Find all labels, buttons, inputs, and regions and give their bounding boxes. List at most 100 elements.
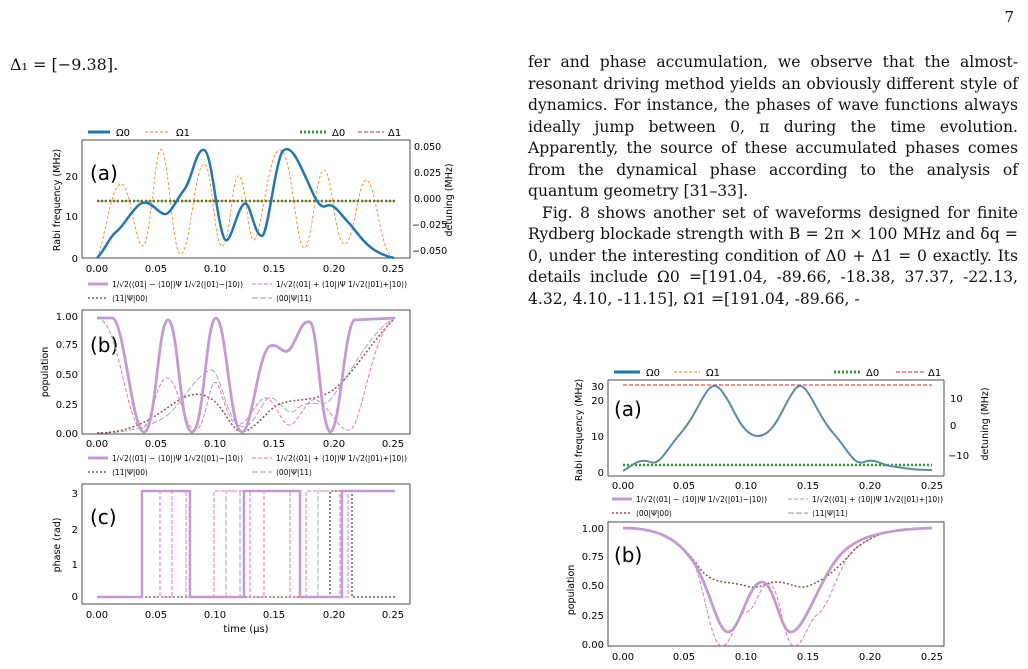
fig8-legend-states-a: 1/√2(⟨01| − ⟨10|)Ψ 1/√2(|01⟩−|10⟩) 1/√2(… xyxy=(612,495,943,518)
fig8-b-ytick: 1.00 xyxy=(582,524,604,535)
fig7-c-xtick: 0.20 xyxy=(323,610,345,621)
fig8-legend-state: ⟨11|Ψ|11⟩ xyxy=(812,509,848,518)
fig7-a-xtick: 0.05 xyxy=(145,264,167,275)
fig8-legend-state: ⟨00|Ψ|00⟩ xyxy=(636,509,672,518)
fig7-legend-state: 1/√2(⟨01| − ⟨10|)Ψ 1/√2(|01⟩−|10⟩) xyxy=(112,280,243,289)
fig7-b-xtick: 0.00 xyxy=(86,439,108,450)
fig7-a-xtick: 0.25 xyxy=(382,264,404,275)
fig7-legend-state: 1/√2(⟨01| + ⟨10|)Ψ 1/√2(|01⟩+|10⟩) xyxy=(276,454,407,463)
fig7-a-label: (a) xyxy=(90,161,118,185)
fig8-legend-omega0: Ω0 xyxy=(646,368,660,379)
fig7-b-grey-curve xyxy=(96,317,396,434)
fig7-c-ytick: 1 xyxy=(72,560,78,571)
fig8-a-ytick: 0 xyxy=(598,468,604,479)
fig7-legend-top: Ω0 Ω1 Δ0 Δ1 xyxy=(88,128,401,139)
fig7-legend-states-a: 1/√2(⟨01| − ⟨10|)Ψ 1/√2(|01⟩−|10⟩) 1/√2(… xyxy=(88,280,407,303)
fig7-panel-c: (c) phase (rad) 0 1 2 3 0.00 0.05 0.10 0… xyxy=(52,483,411,635)
fig7-b-ytick: 0.75 xyxy=(56,340,78,351)
fig8-b-xtick: 0.25 xyxy=(921,652,943,663)
fig7-a-y2tick: −0.025 xyxy=(412,220,447,231)
fig7-a-y2tick: 0.025 xyxy=(414,168,441,179)
fig8-b-ytick: 0.50 xyxy=(582,581,604,592)
fig8-legend-state: 1/√2(⟨01| − ⟨10|)Ψ 1/√2(|01⟩−|10⟩) xyxy=(636,495,767,504)
fig8-a-xtick: 0.15 xyxy=(797,481,819,492)
fig7-legend-omega0: Ω0 xyxy=(116,128,130,139)
fig8-a-y2tick: −10 xyxy=(948,451,969,462)
fig8-legend-top: Ω0 Ω1 Δ0 Δ1 xyxy=(614,368,941,379)
fig8-legend-delta1: Δ1 xyxy=(928,368,941,379)
fig7-c-label: (c) xyxy=(90,505,117,529)
fig8-legend-omega1: Ω1 xyxy=(706,368,720,379)
fig8-b-xtick: 0.15 xyxy=(797,652,819,663)
fig7-legend-state: ⟨11|Ψ|00⟩ xyxy=(112,294,148,303)
fig8-a-xtick: 0.10 xyxy=(735,481,757,492)
fig7-a-xtick: 0.20 xyxy=(323,264,345,275)
fig7-legend-states-b: 1/√2(⟨01| − ⟨10|)Ψ 1/√2(|01⟩−|10⟩) 1/√2(… xyxy=(88,454,407,477)
fig7-b-xtick: 0.10 xyxy=(204,439,226,450)
fig8-a-y2label: detuning (MHz) xyxy=(980,387,991,460)
fig8-b-label: (b) xyxy=(614,543,642,567)
fig7-c-ytick: 3 xyxy=(72,489,78,500)
fig7-c-xtick: 0.15 xyxy=(263,610,285,621)
equation-delta1: Δ₁ = [−9.38]. xyxy=(10,55,119,74)
fig7-a-ytick: 10 xyxy=(65,212,78,223)
fig8-legend-state: 1/√2(⟨01| + ⟨10|)Ψ 1/√2(|01⟩+|10⟩) xyxy=(812,495,943,504)
fig7-legend-delta0: Δ0 xyxy=(332,128,345,139)
fig7-b-xtick: 0.15 xyxy=(263,439,285,450)
paragraph-2: Fig. 8 shows another set of waveforms de… xyxy=(528,203,1018,308)
fig8-a-ytick: 10 xyxy=(591,432,604,443)
fig7-c-xtick: 0.05 xyxy=(145,610,167,621)
fig7-b-xtick: 0.20 xyxy=(323,439,345,450)
fig8-panel-b: (b) population 0.00 0.25 0.50 0.75 1.00 … xyxy=(566,521,945,663)
fig8-legend-delta0: Δ0 xyxy=(866,368,879,379)
fig7-a-ytick: 0 xyxy=(72,254,78,265)
fig8-a-xtick: 0.00 xyxy=(612,481,634,492)
fig8-b-xtick: 0.00 xyxy=(612,652,634,663)
fig7-c-xtick: 0.00 xyxy=(86,610,108,621)
fig7-a-y2label: detuning (MHz) xyxy=(444,163,455,236)
fig8-a-xtick: 0.05 xyxy=(673,481,695,492)
fig7-c-grey-curve xyxy=(97,490,395,598)
fig7-a-xtick: 0.10 xyxy=(204,264,226,275)
fig8-b-xtick: 0.20 xyxy=(859,652,881,663)
fig8-b-brown-curve xyxy=(622,527,933,588)
fig7-c-xtick: 0.10 xyxy=(204,610,226,621)
fig7-b-brown-curve xyxy=(96,317,396,434)
page-number: 7 xyxy=(1004,8,1014,26)
fig7-c-ytick: 0 xyxy=(72,592,78,603)
fig7-b-ytick: 0.25 xyxy=(56,400,78,411)
fig8-b-ylabel: population xyxy=(566,565,577,616)
fig7-a-y2tick: −0.050 xyxy=(412,246,447,257)
fig8-omega-curve xyxy=(622,385,933,472)
fig7-c-lilac-curve xyxy=(97,489,395,599)
fig7-b-xtick: 0.05 xyxy=(145,439,167,450)
fig7-b-ylabel: population xyxy=(40,347,51,398)
fig7-b-lilac-curve xyxy=(97,316,396,434)
fig8-a-y2tick: 0 xyxy=(950,421,956,432)
fig7-b-ytick: 1.00 xyxy=(56,312,78,323)
fig7-panel-b: (b) population 0.00 0.25 0.50 0.75 1.00 … xyxy=(40,309,411,450)
fig7-c-ytick: 2 xyxy=(72,525,78,536)
fig8-b-ytick: 0.75 xyxy=(582,552,604,563)
figure-7: Ω0 Ω1 Δ0 Δ1 (a) Rabi frequency (MHz) det… xyxy=(40,128,455,635)
fig7-a-ylabel: Rabi frequency (MHz) xyxy=(52,149,63,251)
fig8-panel-a: (a) Rabi frequency (MHz) detuning (MHz) … xyxy=(574,379,991,492)
fig7-c-xlabel: time (μs) xyxy=(223,624,268,635)
fig8-a-y2tick: 10 xyxy=(950,394,963,405)
fig7-legend-state: ⟨11|Ψ|00⟩ xyxy=(112,468,148,477)
fig7-a-xtick: 0.00 xyxy=(86,264,108,275)
fig7-omega0-curve xyxy=(96,148,395,260)
fig8-b-xtick: 0.10 xyxy=(735,652,757,663)
fig7-a-y2tick: 0.000 xyxy=(414,194,441,205)
fig7-c-pink-curve xyxy=(97,490,395,598)
fig7-c-xtick: 0.25 xyxy=(382,610,404,621)
fig7-legend-state: ⟨00|Ψ|11⟩ xyxy=(276,468,312,477)
fig7-panel-a: (a) Rabi frequency (MHz) detuning (MHz) … xyxy=(52,139,455,275)
fig7-a-y2tick: 0.050 xyxy=(414,142,441,153)
fig7-omega1-curve xyxy=(96,149,395,259)
fig7-b-ytick: 0.50 xyxy=(56,370,78,381)
fig7-legend-state: 1/√2(⟨01| + ⟨10|)Ψ 1/√2(|01⟩+|10⟩) xyxy=(276,280,407,289)
fig7-legend-state: 1/√2(⟨01| − ⟨10|)Ψ 1/√2(|01⟩−|10⟩) xyxy=(112,454,243,463)
right-column-text: fer and phase accumulation, we observe t… xyxy=(528,52,1018,310)
fig7-b-ytick: 0.00 xyxy=(56,429,78,440)
